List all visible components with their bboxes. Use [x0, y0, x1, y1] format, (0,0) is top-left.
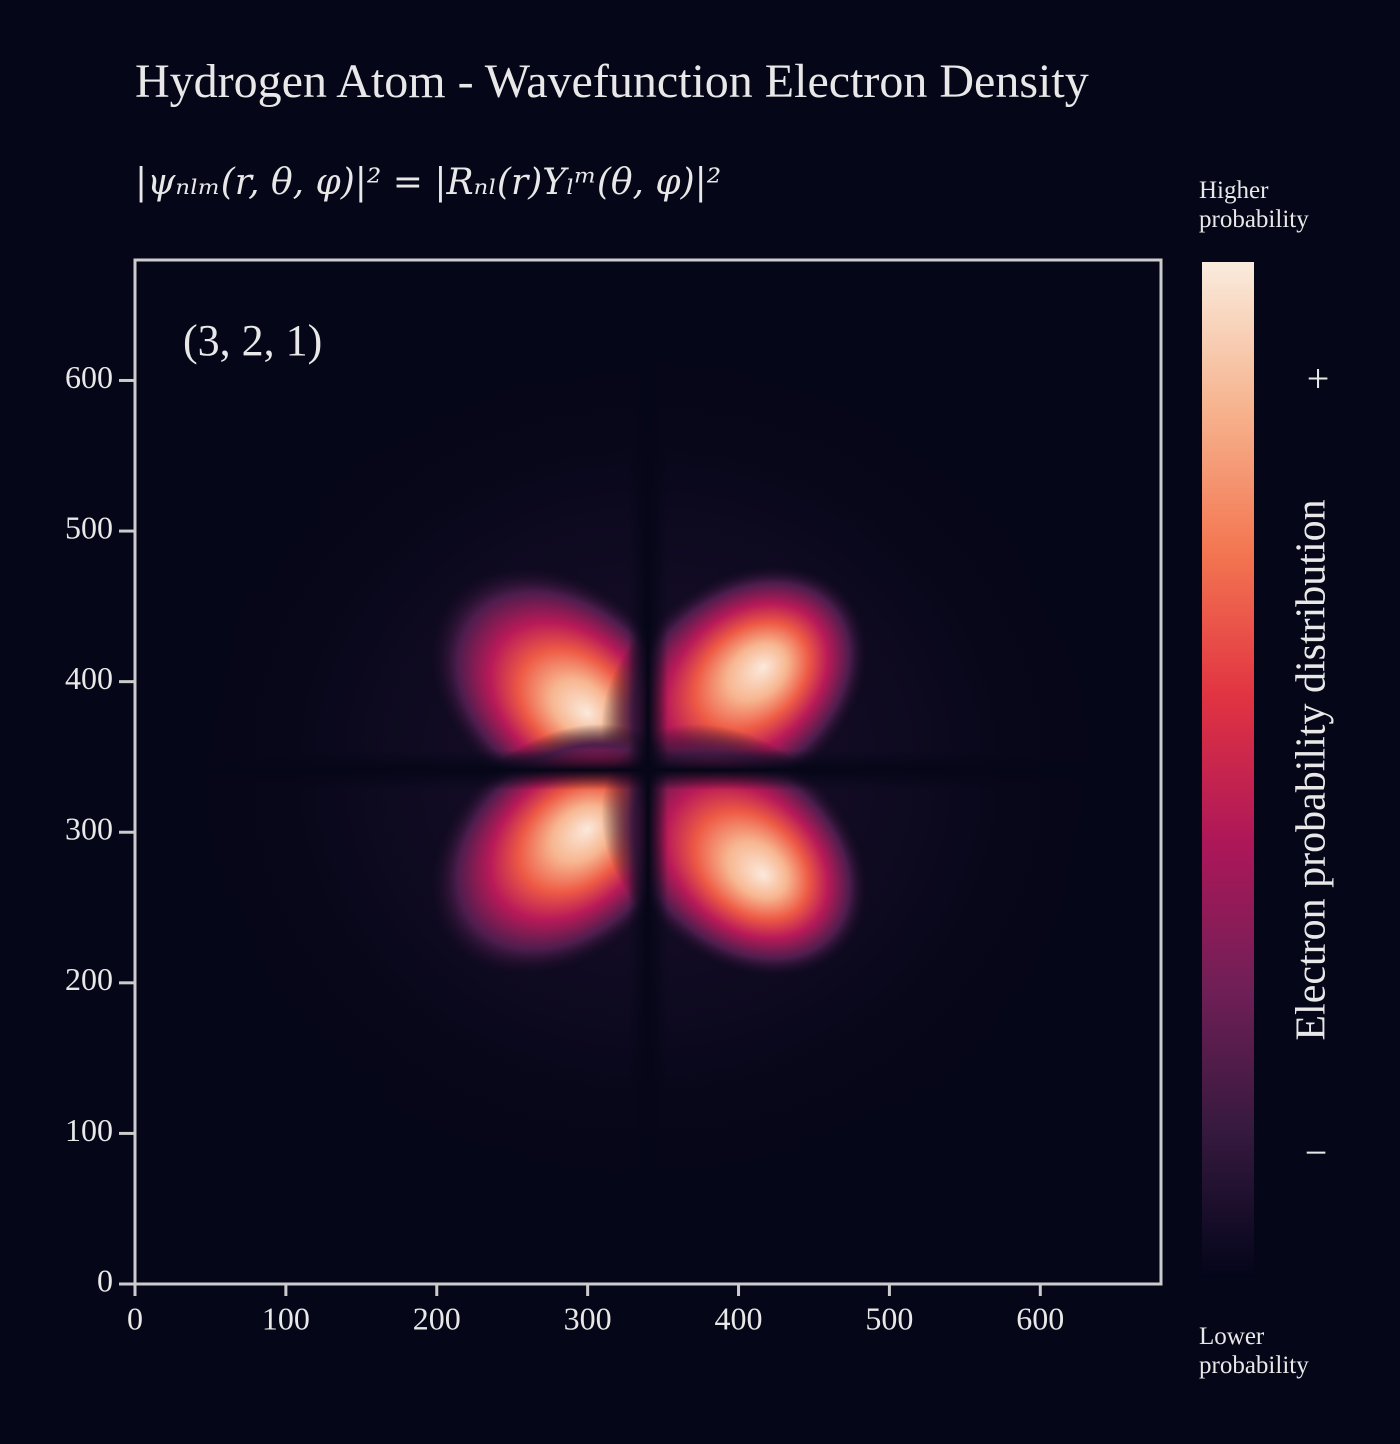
density-image — [135, 260, 1161, 1284]
colorbar-minus: − — [1305, 1130, 1328, 1175]
y-tick-label: 500 — [65, 509, 113, 545]
chart-title: Hydrogen Atom - Wavefunction Electron De… — [135, 55, 1089, 108]
x-tick-label: 100 — [262, 1300, 310, 1336]
x-tick-label: 300 — [564, 1300, 612, 1336]
annotation: (3, 2, 1) — [183, 316, 322, 365]
plot-frame — [133, 258, 1163, 1286]
colorbar-bottom-label: Lower probability — [1199, 1323, 1309, 1379]
y-tick-label: 400 — [65, 660, 113, 696]
y-tick-label: 100 — [65, 1112, 113, 1148]
y-tick-label: 0 — [97, 1262, 113, 1298]
y-tick-label: 600 — [65, 359, 113, 395]
subtitle: |ψₙₗₘ(r, θ, φ)|² = |Rₙₗ(r)Yₗᵐ(θ, φ)|² — [135, 162, 721, 203]
x-tick-label: 600 — [1016, 1300, 1064, 1336]
y-tick-label: 300 — [65, 811, 113, 847]
colorbar-label: Electron probability distribution — [1289, 499, 1335, 1040]
x-tick-label: 400 — [715, 1300, 763, 1336]
x-tick-label: 500 — [865, 1300, 913, 1336]
colorbar-top-label: Higher probability — [1199, 177, 1309, 233]
x-tick-label: 200 — [413, 1300, 461, 1336]
x-tick-label: 0 — [127, 1300, 143, 1336]
y-tick-label: 200 — [65, 961, 113, 997]
colorbar-plus: + — [1307, 356, 1330, 401]
colorbar — [1202, 262, 1254, 1278]
